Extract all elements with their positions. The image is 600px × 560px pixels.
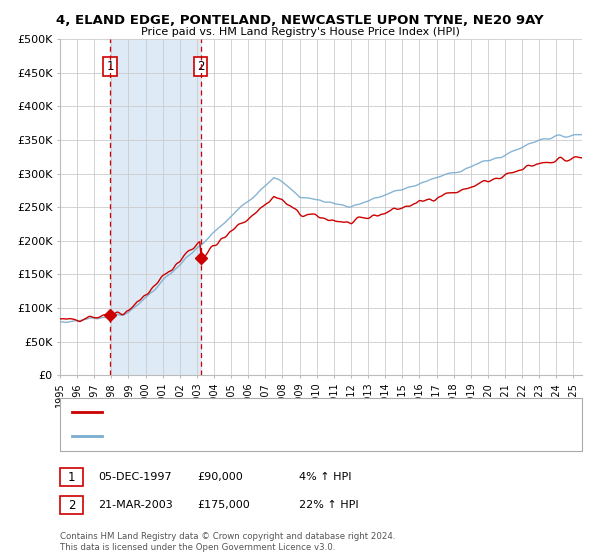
Text: 4, ELAND EDGE, PONTELAND, NEWCASTLE UPON TYNE, NE20 9AY: 4, ELAND EDGE, PONTELAND, NEWCASTLE UPON…: [56, 14, 544, 27]
Text: 1: 1: [106, 59, 114, 73]
Text: Contains HM Land Registry data © Crown copyright and database right 2024.
This d: Contains HM Land Registry data © Crown c…: [60, 532, 395, 552]
Text: 2: 2: [197, 59, 205, 73]
Bar: [110, 39, 200, 375]
Text: 2: 2: [68, 498, 75, 512]
Text: £175,000: £175,000: [197, 500, 250, 510]
Text: HPI: Average price, detached house, Northumberland: HPI: Average price, detached house, Nort…: [108, 431, 370, 441]
Text: 05-DEC-1997: 05-DEC-1997: [98, 472, 172, 482]
Text: 4, ELAND EDGE, PONTELAND, NEWCASTLE UPON TYNE, NE20 9AY (detached house): 4, ELAND EDGE, PONTELAND, NEWCASTLE UPON…: [108, 408, 519, 418]
Text: 22% ↑ HPI: 22% ↑ HPI: [299, 500, 358, 510]
Text: £90,000: £90,000: [197, 472, 242, 482]
Text: 1: 1: [68, 470, 75, 484]
Text: 4% ↑ HPI: 4% ↑ HPI: [299, 472, 352, 482]
Text: Price paid vs. HM Land Registry's House Price Index (HPI): Price paid vs. HM Land Registry's House …: [140, 27, 460, 37]
Text: 21-MAR-2003: 21-MAR-2003: [98, 500, 173, 510]
